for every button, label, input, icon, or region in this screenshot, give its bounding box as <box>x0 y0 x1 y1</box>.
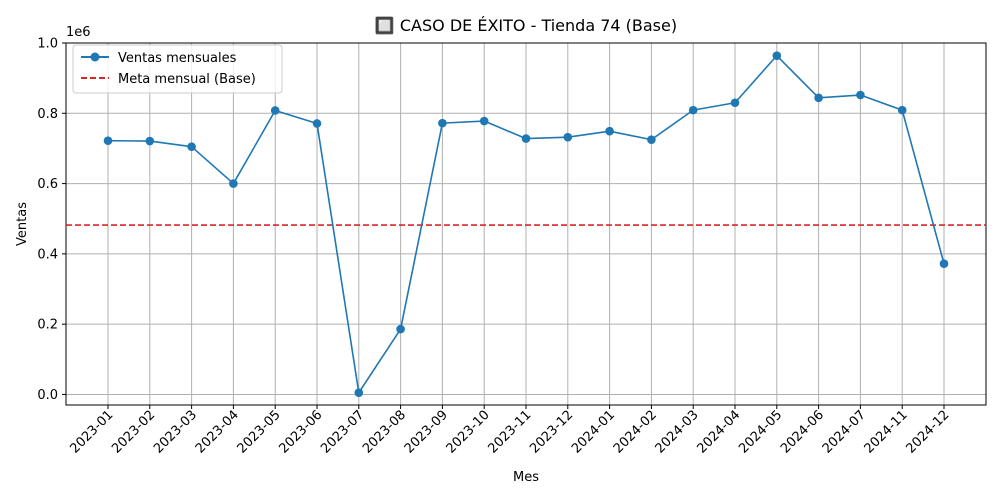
y-tick-label: 0.8 <box>37 107 58 122</box>
chart-title: 🔲 CASO DE ÉXITO - Tienda 74 (Base) <box>375 16 677 35</box>
data-point <box>354 388 364 397</box>
x-tick-label: 2024-12 <box>903 408 952 457</box>
data-point <box>438 118 447 128</box>
y-tick-label: 1.0 <box>37 37 58 52</box>
data-point <box>396 324 405 334</box>
series-layer <box>103 51 949 397</box>
data-point <box>814 93 823 103</box>
y-axis-label: Ventas <box>15 202 30 246</box>
data-point <box>563 132 573 142</box>
legend-label-series: Ventas mensuales <box>118 51 237 66</box>
data-point <box>270 106 280 115</box>
data-point <box>187 142 196 151</box>
x-tick-label: 2023-01 <box>67 408 116 457</box>
x-axis-label: Mes <box>513 470 539 485</box>
data-point <box>939 259 949 269</box>
data-point <box>647 135 656 144</box>
x-tick-label: 2023-04 <box>193 408 242 457</box>
data-point <box>312 119 322 128</box>
y-tick-label: 0.4 <box>37 247 58 262</box>
data-point <box>605 126 614 136</box>
x-tick-label: 2023-06 <box>276 408 325 457</box>
y-tick-label: 0.6 <box>37 177 58 192</box>
x-tick-label: 2023-03 <box>151 408 200 457</box>
x-tick-label: 2023-12 <box>527 408 576 457</box>
data-point <box>730 98 740 108</box>
x-tick-label: 2023-05 <box>235 408 284 457</box>
x-tick-label: 2023-09 <box>402 408 451 457</box>
x-tick-label: 2023-10 <box>444 408 493 457</box>
legend-marker-series <box>90 52 100 62</box>
data-point <box>688 105 698 115</box>
x-tick-label: 2023-11 <box>485 408 534 457</box>
x-tick-label: 2024-01 <box>569 408 618 457</box>
grid <box>66 42 986 405</box>
x-tick-label: 2024-07 <box>820 408 869 457</box>
data-point <box>103 136 113 146</box>
x-tick-label: 2024-03 <box>653 408 702 457</box>
x-tick-label: 2024-06 <box>778 408 827 457</box>
x-tick-label: 2023-07 <box>318 408 367 457</box>
x-tick-label: 2024-04 <box>694 408 743 457</box>
y-multiplier-label: 1e6 <box>66 25 91 40</box>
data-point <box>145 136 155 146</box>
data-point <box>479 116 489 126</box>
x-tick-label: 2024-11 <box>862 408 911 457</box>
y-tick-label: 0.0 <box>37 388 58 403</box>
data-point <box>229 179 238 188</box>
legend-label-reference: Meta mensual (Base) <box>118 72 256 87</box>
data-point <box>897 105 907 115</box>
x-tick-label: 2023-02 <box>109 408 158 457</box>
y-tick-label: 0.2 <box>37 318 58 333</box>
x-tick-label: 2023-08 <box>360 408 409 457</box>
data-point <box>521 134 531 143</box>
x-tick-label: 2024-05 <box>736 408 785 457</box>
legend: Ventas mensuales Meta mensual (Base) <box>72 44 283 94</box>
x-tick-label: 2024-02 <box>611 408 660 457</box>
legend-box <box>72 44 283 94</box>
data-point <box>856 90 865 100</box>
data-point <box>772 51 782 60</box>
